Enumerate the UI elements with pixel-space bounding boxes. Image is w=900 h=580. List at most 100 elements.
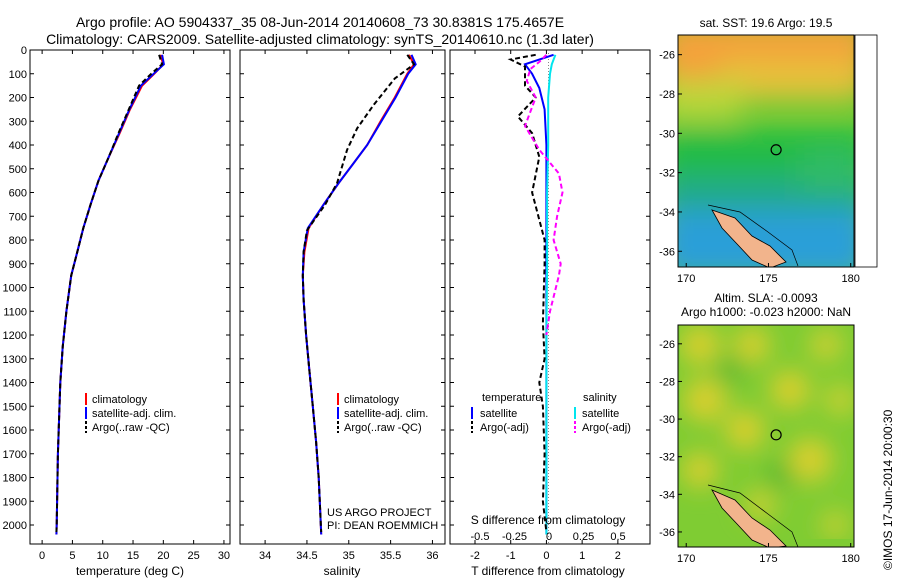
credit-text: ©IMOS 17-Jun-2014 20:00:30 — [881, 409, 895, 570]
depth-tick-label: 1400 — [3, 378, 27, 390]
temperature-axis: 0 5 10 15 20 25 30 — [39, 50, 230, 562]
credit-stamp: ©IMOS 17-Jun-2014 20:00:30 — [881, 409, 895, 570]
difference-depth-ticks — [450, 49, 650, 526]
depth-tick-label: 200 — [9, 93, 27, 105]
s-diff-tick-label: 0.5 — [610, 531, 625, 543]
sst-lat-axis: -26 -28 -30 -32 -34 -36 — [659, 50, 682, 258]
legend-label-t-satellite: satellite — [480, 408, 517, 420]
sst-land-outline — [711, 209, 787, 267]
lat-tick-label: -30 — [659, 414, 675, 426]
x-tick-label: 36 — [426, 550, 438, 562]
depth-axis: 0 100 200 300 400 500 600 700 800 900 1000 1100 1200… — [3, 45, 230, 532]
sst-colorbar-frame — [854, 34, 878, 268]
sla-map-subtitle: Argo h1000: -0.023 h2000: NaN — [680, 305, 852, 319]
x-tick-label: 34.5 — [296, 550, 317, 562]
salinity-xlabel: salinity — [324, 564, 361, 578]
depth-tick-label: 900 — [9, 259, 27, 271]
legend-label-satellite: satellite-adj. clim. — [344, 408, 428, 420]
temperature-xlabel: temperature (deg C) — [76, 564, 184, 578]
x-tick-label: 2 — [615, 550, 621, 562]
legend-label-satellite: satellite-adj. clim. — [92, 408, 176, 420]
x-tick-label: 25 — [188, 550, 200, 562]
legend-label-climatology: climatology — [92, 394, 148, 406]
series-line-temperature-argo-adj- — [507, 53, 548, 533]
lat-tick-label: -36 — [659, 246, 675, 258]
s-diff-tick-label: -0.5 — [471, 531, 490, 543]
s-difference-axis: -0.5 -0.25 0 0.25 0.5 — [471, 531, 626, 543]
lon-tick-label: 175 — [759, 273, 777, 285]
lon-tick-label: 180 — [842, 273, 860, 285]
figure-title-line1: Argo profile: AO 5904337_35 08-Jun-2014 … — [75, 14, 565, 30]
sla-land-outline — [711, 489, 787, 547]
lat-tick-label: -34 — [659, 489, 675, 501]
x-tick-label: 35 — [343, 550, 355, 562]
series-line-salinity-argo-adj- — [523, 54, 564, 336]
sst-map: -26 -28 -30 -32 -34 -36 170 175 180 — [659, 34, 878, 285]
difference-legend: temperature satellite Argo(-adj) salinit… — [471, 392, 631, 434]
sla-map-title: Altim. SLA: -0.0093 — [714, 291, 818, 305]
sst-field — [678, 35, 854, 267]
legend-label-t-argo: Argo(-adj) — [480, 422, 529, 434]
legend-label-argo: Argo(..raw -QC) — [344, 422, 422, 434]
series-line-argo-raw-qc- — [55, 54, 164, 533]
lat-tick-label: -32 — [659, 452, 675, 464]
x-tick-label: 5 — [69, 550, 75, 562]
depth-tick-label: 700 — [9, 211, 27, 223]
lat-tick-label: -34 — [659, 207, 675, 219]
legend-label-argo: Argo(..raw -QC) — [92, 422, 170, 434]
x-tick-label: 15 — [127, 550, 139, 562]
series-line-salinity-satellite — [545, 54, 557, 535]
salinity-plot-frame — [239, 49, 446, 545]
salinity-axis: 34 34.5 35 35.5 36 — [259, 50, 439, 562]
lon-tick-label: 175 — [759, 553, 777, 565]
salinity-legend: climatology satellite-adj. clim. Argo(..… — [337, 393, 428, 434]
temperature-plot-frame — [29, 49, 231, 545]
depth-tick-label: 100 — [9, 69, 27, 81]
depth-tick-label: 1000 — [3, 283, 27, 295]
salinity-depth-ticks — [240, 49, 445, 526]
depth-tick-label: 1800 — [3, 473, 27, 485]
lon-tick-label: 170 — [677, 553, 695, 565]
depth-tick-label: 1500 — [3, 401, 27, 413]
depth-tick-label: 1900 — [3, 496, 27, 508]
pi-annotation: PI: DEAN ROEMMICH — [327, 520, 438, 532]
depth-tick-label: 1700 — [3, 449, 27, 461]
sla-field — [678, 325, 854, 547]
difference-plot-frame — [449, 49, 651, 545]
depth-tick-label: 1600 — [3, 425, 27, 437]
s-difference-xlabel: S difference from climatology — [471, 513, 626, 527]
sst-map-frame — [677, 34, 855, 268]
sst-argo-location-marker — [770, 144, 782, 156]
lat-tick-label: -28 — [659, 89, 675, 101]
depth-tick-label: 1100 — [3, 306, 27, 318]
depth-tick-label: 300 — [9, 116, 27, 128]
depth-tick-label: 500 — [9, 164, 27, 176]
depth-tick-label: 1200 — [3, 330, 27, 342]
series-line-argo-raw-qc- — [301, 54, 416, 533]
sla-argo-location-marker — [770, 429, 782, 441]
x-tick-label: 20 — [157, 550, 169, 562]
s-diff-tick-label: -0.25 — [502, 531, 527, 543]
t-difference-xlabel: T difference from climatology — [471, 564, 625, 578]
sst-lon-axis: 170 175 180 — [677, 263, 860, 285]
legend-title-temperature: temperature — [482, 392, 541, 404]
lon-tick-label: 170 — [677, 273, 695, 285]
salinity-panel: 34 34.5 35 35.5 36 salinity climatology sate… — [239, 49, 446, 578]
legend-title-salinity: salinity — [583, 392, 617, 404]
sla-lat-axis: -26 -28 -30 -32 -34 -36 — [659, 339, 682, 539]
depth-tick-label: 600 — [9, 188, 27, 200]
s-diff-tick-label: 0 — [546, 531, 552, 543]
x-tick-label: -1 — [506, 550, 516, 562]
project-annotation: US ARGO PROJECT — [327, 507, 432, 519]
x-tick-label: 34 — [259, 550, 271, 562]
x-tick-label: 35.5 — [380, 550, 401, 562]
depth-tick-label: 0 — [21, 45, 27, 57]
depth-tick-label: 2000 — [3, 520, 27, 532]
sst-bathymetry-contour — [707, 204, 799, 267]
sla-bathymetry-contour — [707, 484, 799, 547]
sst-map-title: sat. SST: 19.6 Argo: 19.5 — [699, 16, 833, 30]
figure-title-line2: Climatology: CARS2009. Satellite-adjuste… — [46, 31, 594, 47]
lat-tick-label: -30 — [659, 128, 675, 140]
t-difference-axis: -2 -1 0 1 2 — [470, 50, 621, 562]
